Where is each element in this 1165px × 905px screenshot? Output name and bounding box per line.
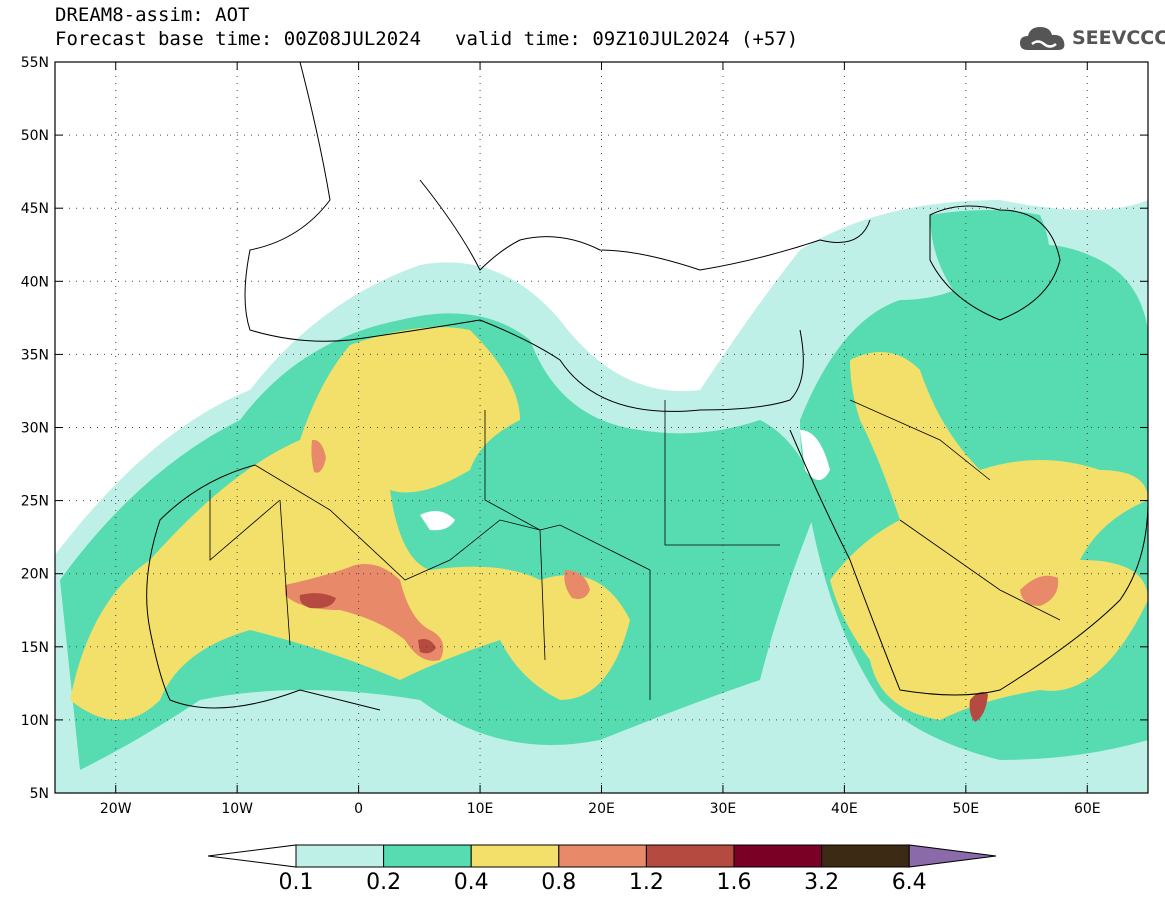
lon-label: 60E <box>1074 801 1101 817</box>
colorbar-label: 3.2 <box>804 870 840 895</box>
aot-band-0.8-algeria <box>311 439 326 473</box>
colorbar-label: 0.4 <box>453 870 489 895</box>
colorbar-box <box>295 844 385 868</box>
colorbar-box <box>821 844 910 868</box>
colorbar-box <box>383 844 472 868</box>
colorbar-label: 6.4 <box>891 870 927 895</box>
lat-label: 50N <box>21 128 49 144</box>
aot-band-0.8-oman <box>1020 575 1059 606</box>
colorbar <box>207 844 997 868</box>
aot-band-0.8-chad <box>564 570 590 599</box>
aot-band-0.4-sahara <box>70 327 630 720</box>
lon-label: 30E <box>710 801 737 817</box>
borders <box>209 399 1061 700</box>
colorbar-label: 0.8 <box>541 870 577 895</box>
logo-text: SEEVCCC <box>1072 27 1165 49</box>
lat-label: 45N <box>21 201 49 217</box>
base-time: Forecast base time: 00Z08JUL2024 <box>55 28 422 50</box>
coastlines <box>146 62 1148 711</box>
colorbar-under-arrow <box>207 844 297 868</box>
aot-band-0.2-west <box>60 313 820 770</box>
colorbar-box <box>645 844 735 868</box>
lat-label: 5N <box>30 786 49 802</box>
lon-label: 20E <box>588 801 615 817</box>
colorbar-box <box>470 844 560 868</box>
aot-band-1.2-somalia <box>969 692 988 722</box>
lat-label: 20N <box>21 567 49 583</box>
forecast-times: Forecast base time: 00Z08JUL2024 valid ti… <box>55 28 798 50</box>
lat-label: 35N <box>21 347 49 363</box>
aot-band-0.4-arabia <box>830 352 1148 720</box>
valid-time: valid time: 09Z10JUL2024 (+57) <box>455 28 799 50</box>
colorbar-over-arrow <box>908 844 997 868</box>
colorbar-box <box>558 844 647 868</box>
clear-patch-egypt <box>800 430 830 480</box>
longitude-labels: 20W 10W 0 10E 20E 30E 40E 50E 60E <box>100 62 1101 817</box>
aot-band-0.8-mali <box>285 564 444 661</box>
colorbar-label: 0.1 <box>278 870 314 895</box>
colorbar-label: 1.2 <box>628 870 664 895</box>
lat-label: 10N <box>21 713 49 729</box>
map-title: DREAM8-assim: AOT <box>55 4 250 26</box>
colorbar-label: 0.2 <box>366 870 402 895</box>
lat-label: 40N <box>21 274 49 290</box>
lon-label: 0 <box>354 801 363 817</box>
lat-label: 15N <box>21 640 49 656</box>
lon-label: 40E <box>831 801 858 817</box>
lon-label: 50E <box>952 801 979 817</box>
graticule <box>55 62 1148 793</box>
lon-label: 20W <box>100 801 132 817</box>
aot-band-0.2-caspian <box>930 210 1050 315</box>
clear-patch-libya <box>420 511 455 531</box>
lat-label: 25N <box>21 494 49 510</box>
aot-band-1.2-niger <box>418 639 436 654</box>
lat-label: 55N <box>21 55 49 71</box>
latitude-labels: 55N 50N 45N 40N 35N 30N 25N 20N 15N 10N 5N <box>21 55 1148 802</box>
seevccc-logo: SEEVCCC <box>1018 20 1165 56</box>
aot-field <box>55 62 1148 793</box>
lon-label: 10E <box>467 801 494 817</box>
lat-label: 30N <box>21 421 49 437</box>
cloud-icon <box>1020 27 1065 50</box>
colorbar-box <box>733 844 823 868</box>
aot-band-1.2-mali <box>299 593 336 609</box>
lon-label: 10W <box>221 801 253 817</box>
colorbar-label: 1.6 <box>716 870 752 895</box>
